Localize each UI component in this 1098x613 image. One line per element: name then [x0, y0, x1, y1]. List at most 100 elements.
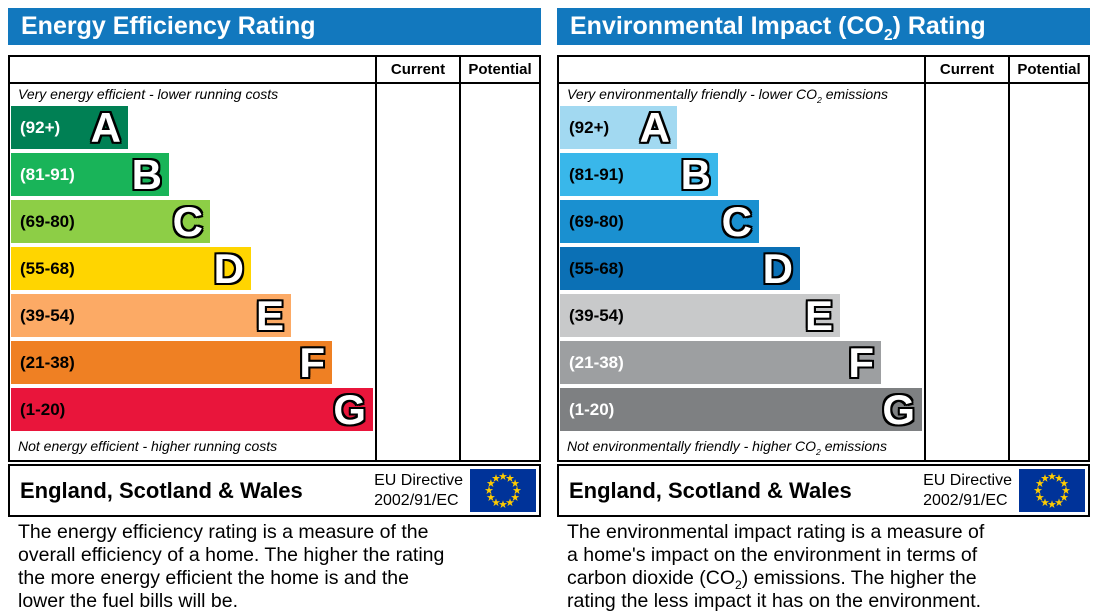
band-d: (55-68) D [560, 247, 1089, 290]
band-letter: C [721, 198, 752, 245]
band-letter: D [762, 245, 793, 292]
rating-scale-table: Current Potential Very energy efficient … [8, 55, 541, 462]
band-letter: G [333, 386, 366, 433]
band-range-label: (81-91) [20, 165, 75, 184]
chart-footer: England, Scotland & Wales EU Directive 2… [8, 464, 541, 517]
potential-column-header: Potential [468, 61, 532, 78]
band-range-label: (21-38) [569, 353, 624, 372]
top-caption: Very environmentally friendly - lower CO… [567, 86, 888, 105]
band-range-label: (1-20) [569, 400, 615, 419]
band-c: (69-80) C [11, 200, 540, 243]
band-letter: C [172, 198, 203, 245]
rating-bands: (92+) A (81-91) B (69-80) C (55-68) D (39-54) E (2… [559, 57, 1088, 460]
chart-description: The environmental impact rating is a mea… [567, 521, 1090, 613]
band-e: (39-54) E [560, 294, 1089, 337]
chart-footer: England, Scotland & Wales EU Directive 2… [557, 464, 1090, 517]
current-column-header: Current [390, 61, 446, 78]
eu-directive-line1: EU Directive [923, 471, 1012, 489]
band-letter: D [213, 245, 244, 292]
band-letter: F [299, 339, 325, 386]
band-range-label: (39-54) [20, 306, 75, 325]
description-line: carbon dioxide (CO2) emissions. The high… [567, 567, 977, 592]
region-label: England, Scotland & Wales [20, 477, 303, 503]
band-range-label: (69-80) [569, 212, 624, 231]
band-bar: (55-68) D [11, 247, 251, 290]
band-b: (81-91) B [11, 153, 540, 196]
band-bar: (39-54) E [560, 294, 840, 337]
band-bar: (92+) A [11, 106, 128, 149]
band-range-label: (69-80) [20, 212, 75, 231]
band-bar: (1-20) G [11, 388, 373, 431]
column-divider [1008, 57, 1010, 460]
band-letter: A [90, 104, 121, 151]
eu-directive-label: EU Directive 2002/91/EC [923, 471, 1012, 511]
band-range-label: (21-38) [20, 353, 75, 372]
description-line: The environmental impact rating is a mea… [567, 521, 985, 543]
band-bar: (81-91) B [11, 153, 169, 196]
eu-directive-label: EU Directive 2002/91/EC [374, 471, 463, 511]
band-bar: (21-38) F [560, 341, 881, 384]
chart-title: Energy Efficiency Rating [8, 8, 541, 45]
band-bar: (1-20) G [560, 388, 922, 431]
band-bar: (81-91) B [560, 153, 718, 196]
top-caption: Very energy efficient - lower running co… [18, 86, 279, 102]
band-bar: (21-38) F [11, 341, 332, 384]
band-letter: B [131, 151, 162, 198]
description-line: a home's impact on the environment in te… [567, 544, 978, 566]
band-range-label: (81-91) [569, 165, 624, 184]
environmental-impact-co2-rating-chart: Environmental Impact (CO2) Rating Curren… [557, 8, 1090, 613]
region-label: England, Scotland & Wales [569, 477, 852, 503]
eu-directive-line2: 2002/91/EC [374, 491, 459, 509]
band-range-label: (55-68) [20, 259, 75, 278]
band-letter: B [680, 151, 711, 198]
band-f: (21-38) F [560, 341, 1089, 384]
band-g: (1-20) G [560, 388, 1089, 431]
band-a: (92+) A [560, 106, 1089, 149]
column-divider [375, 57, 377, 460]
column-divider [459, 57, 461, 460]
band-b: (81-91) B [560, 153, 1089, 196]
rating-scale-table: Current Potential Very environmentally f… [557, 55, 1090, 462]
eu-flag-icon [470, 469, 536, 512]
rating-bands: (92+) A (81-91) B (69-80) C (55-68) D (39-54) E (2… [10, 57, 539, 460]
band-range-label: (1-20) [20, 400, 66, 419]
band-g: (1-20) G [11, 388, 540, 431]
description-line: The energy efficiency rating is a measur… [18, 521, 429, 543]
band-bar: (55-68) D [560, 247, 800, 290]
band-bar: (69-80) C [560, 200, 759, 243]
eu-flag-icon [1019, 469, 1085, 512]
description-line: overall efficiency of a home. The higher… [18, 544, 445, 566]
band-e: (39-54) E [11, 294, 540, 337]
band-letter: A [639, 104, 670, 151]
band-bar: (69-80) C [11, 200, 210, 243]
band-c: (69-80) C [560, 200, 1089, 243]
bottom-caption: Not energy efficient - higher running co… [18, 438, 278, 454]
band-d: (55-68) D [11, 247, 540, 290]
band-range-label: (92+) [569, 118, 610, 137]
chart-description: The energy efficiency rating is a measur… [18, 521, 541, 613]
band-letter: E [255, 292, 284, 339]
current-column-header: Current [939, 61, 995, 78]
band-bar: (39-54) E [11, 294, 291, 337]
band-bar: (92+) A [560, 106, 677, 149]
band-f: (21-38) F [11, 341, 540, 384]
band-range-label: (55-68) [569, 259, 624, 278]
column-divider [924, 57, 926, 460]
band-letter: E [804, 292, 833, 339]
band-letter: F [848, 339, 874, 386]
band-letter: G [882, 386, 915, 433]
eu-directive-line1: EU Directive [374, 471, 463, 489]
potential-column-header: Potential [1017, 61, 1081, 78]
band-range-label: (92+) [20, 118, 61, 137]
description-line: lower the fuel bills will be. [18, 590, 239, 612]
header-divider [10, 82, 539, 84]
bottom-caption: Not environmentally friendly - higher CO… [567, 438, 887, 457]
band-range-label: (39-54) [569, 306, 624, 325]
chart-title: Environmental Impact (CO2) Rating [557, 8, 1090, 45]
energy-efficiency-rating-chart: Energy Efficiency Rating Current Potenti… [8, 8, 541, 613]
header-divider [559, 82, 1088, 84]
band-a: (92+) A [11, 106, 540, 149]
description-line: rating the less impact it has on the env… [567, 590, 982, 612]
description-line: the more energy efficient the home is an… [18, 567, 409, 589]
